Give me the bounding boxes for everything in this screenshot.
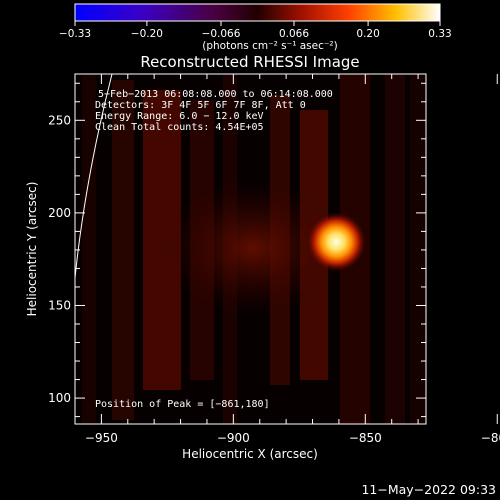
colorbar-gradient bbox=[74, 3, 441, 22]
annotation-clean-counts: Clean Total counts: 4.54E+05 bbox=[95, 122, 264, 133]
annotation-time-range: 5−Feb−2013 06:08:08.000 to 06:14:08.000 bbox=[98, 89, 333, 100]
y-tick-label: 150 bbox=[48, 298, 71, 312]
x-tick-label: −850 bbox=[349, 431, 382, 445]
colorbar-units: (photons cm⁻² s⁻¹ asec⁻²) bbox=[202, 40, 337, 52]
colorbar: −0.33 −0.20 −0.066 0.066 0.20 0.33 (photons c… bbox=[59, 3, 452, 52]
axis-ticks: −950 −900 −850 −800 100 150 200 250 bbox=[48, 74, 500, 445]
annotation-energy: Energy Range: 6.0 − 12.0 keV bbox=[95, 111, 264, 122]
y-tick-label: 250 bbox=[48, 113, 71, 127]
x-tick-label: −900 bbox=[217, 431, 250, 445]
source-halo bbox=[158, 178, 348, 318]
colorbar-tick-label: 0.066 bbox=[279, 28, 309, 40]
y-tick-label: 100 bbox=[48, 391, 71, 405]
plot-area bbox=[75, 74, 426, 424]
colorbar-tick-label: −0.20 bbox=[131, 28, 163, 40]
x-tick-label: −800 bbox=[481, 431, 500, 445]
colorbar-tick-label: 0.33 bbox=[428, 28, 451, 40]
colorbar-tick-label: 0.20 bbox=[356, 28, 379, 40]
colorbar-ticks: −0.33 −0.20 −0.066 0.066 0.20 0.33 bbox=[59, 21, 452, 40]
y-tick-label: 200 bbox=[48, 206, 71, 220]
peak-position-label: Position of Peak = [−861,180] bbox=[95, 399, 270, 410]
y-axis-label: Heliocentric Y (arcsec) bbox=[25, 182, 39, 317]
solar-limb bbox=[75, 74, 113, 279]
flare-source bbox=[306, 211, 367, 272]
x-axis-label: Heliocentric X (arcsec) bbox=[182, 447, 318, 461]
timestamp: 11−May−2022 09:33 bbox=[361, 482, 496, 497]
colorbar-tick-label: −0.066 bbox=[202, 28, 241, 40]
annotation-detectors: Detectors: 3F 4F 5F 6F 7F 8F, Att 0 bbox=[95, 100, 306, 111]
x-tick-label: −950 bbox=[85, 431, 118, 445]
chart-title: Reconstructed RHESSI Image bbox=[140, 53, 359, 71]
annotations: 5−Feb−2013 06:08:08.000 to 06:14:08.000 … bbox=[95, 89, 333, 410]
plot-frame bbox=[74, 73, 427, 425]
colorbar-tick-label: −0.33 bbox=[59, 28, 91, 40]
